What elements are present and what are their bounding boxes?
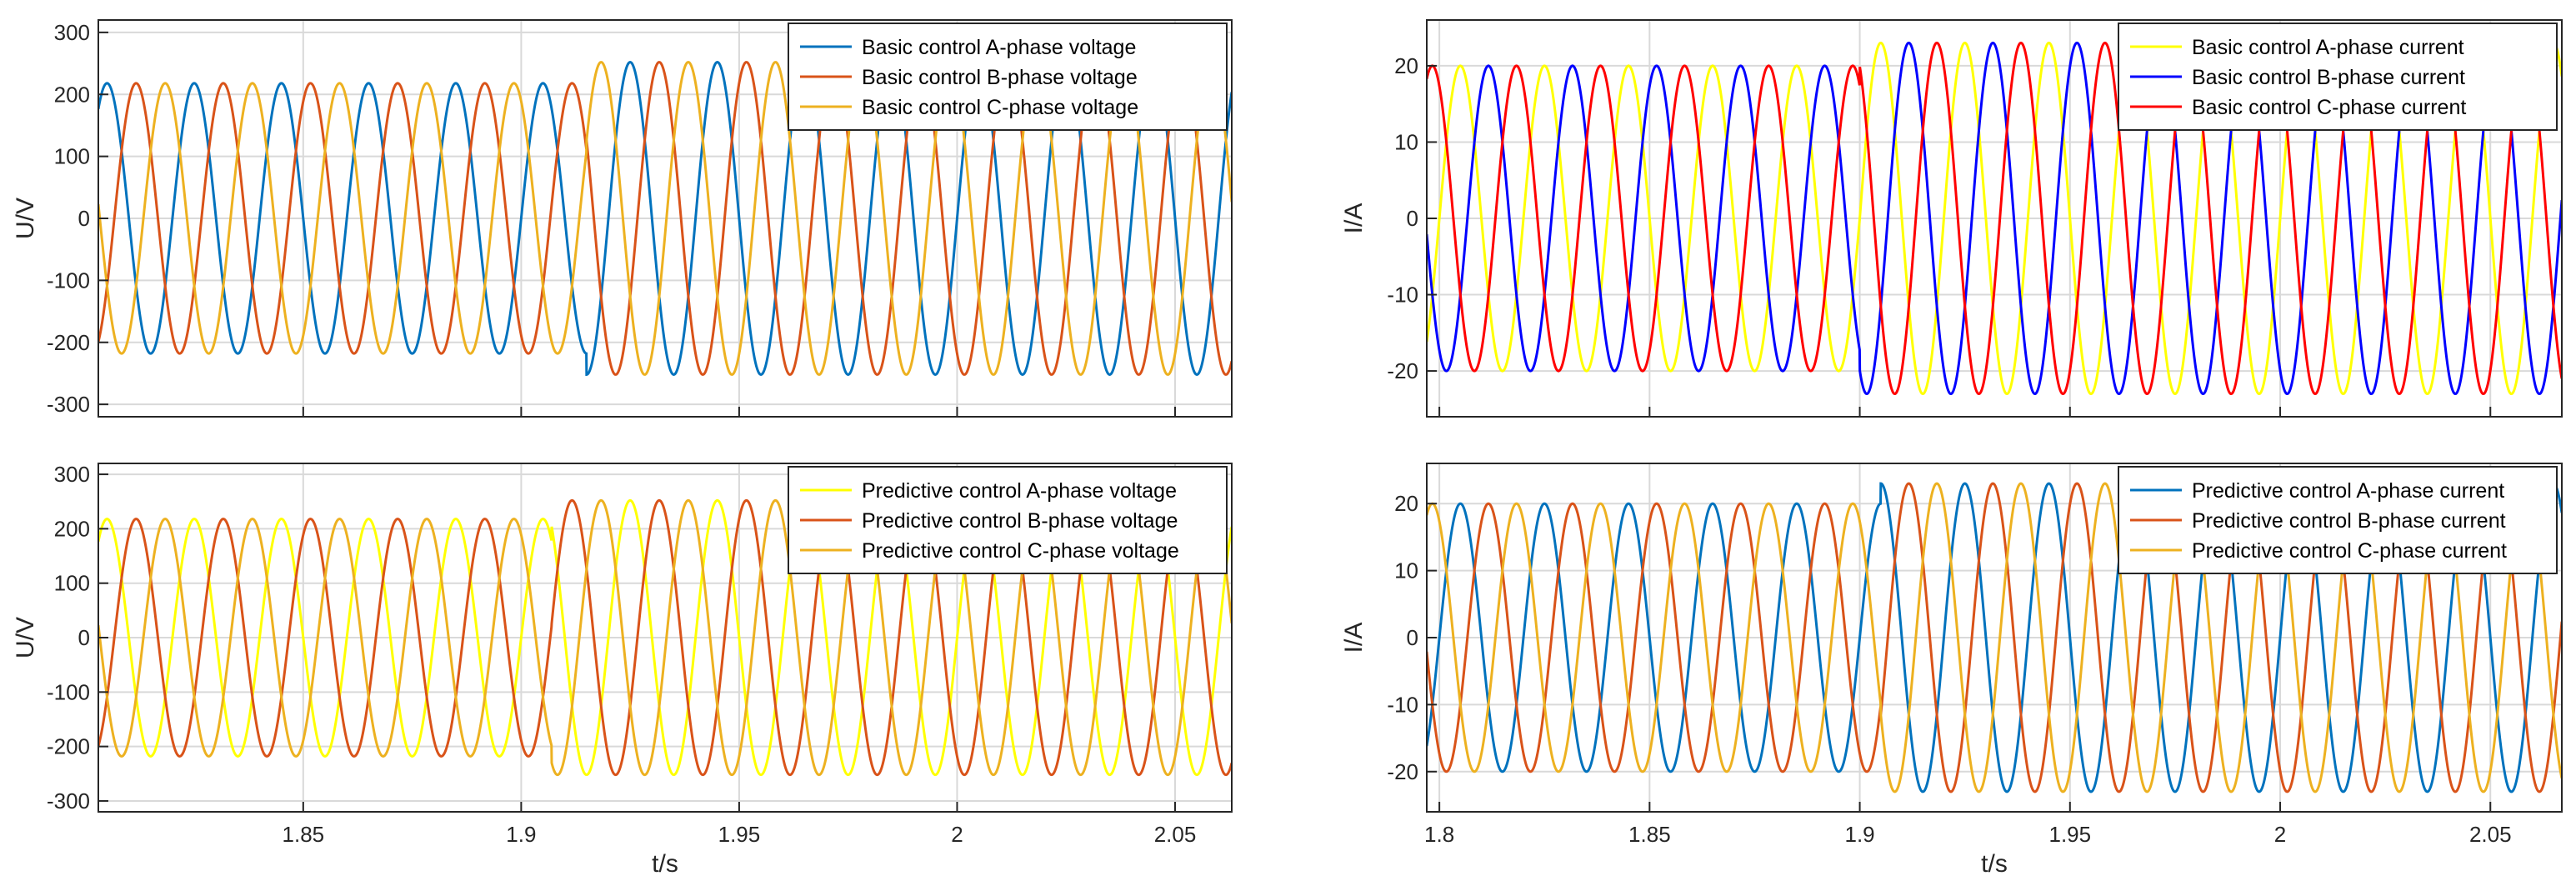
legend-entry-predictive-control-a-phase-voltage: Predictive control A-phase voltage bbox=[862, 479, 1177, 503]
y-tick-label: 10 bbox=[1394, 129, 1418, 154]
y-tick-label: 20 bbox=[1394, 491, 1418, 516]
legend: Predictive control A-phase current Predic… bbox=[2118, 466, 2558, 574]
legend-box bbox=[788, 23, 1228, 131]
y-tick-label: 300 bbox=[54, 20, 90, 45]
y-tick-label: -100 bbox=[47, 268, 90, 293]
y-tick-label: -100 bbox=[47, 679, 90, 704]
y-tick-label: 200 bbox=[54, 82, 90, 107]
series-line-basic-control-b-phase-voltage bbox=[98, 61, 1232, 376]
chart-2: -300 -200 -100 0 100 200 300 1.85 1.9 1.95 2 2.05 U/… bbox=[12, 462, 1233, 878]
legend-box bbox=[2118, 23, 2558, 131]
y-tick-label: -200 bbox=[47, 330, 90, 355]
y-tick-label: 300 bbox=[54, 462, 90, 487]
y-tick-label: -300 bbox=[47, 392, 90, 417]
chart-1: -300 -200 -100 0 100 200 300 U/V Basic control A… bbox=[12, 19, 1233, 418]
legend-entry-predictive-control-b-phase-voltage: Predictive control B-phase voltage bbox=[862, 509, 1178, 533]
y-tick-label: 20 bbox=[1394, 53, 1418, 78]
y-tick-label: 0 bbox=[78, 625, 90, 650]
ticks: -300 -200 -100 0 100 200 300 1.85 1.9 1.95 2 2.05 bbox=[47, 462, 1196, 847]
legend-entry-basic-control-c-phase-voltage: Basic control C-phase voltage bbox=[862, 96, 1138, 119]
legend-box bbox=[788, 466, 1228, 574]
series-line-predictive-control-b-phase-current bbox=[1427, 482, 2562, 793]
series-line-basic-control-c-phase-current bbox=[1427, 41, 2562, 396]
legend: Basic control A-phase voltage Basic contr… bbox=[788, 23, 1228, 131]
chart-4: -20 -10 0 10 20 1.8 1.85 1.9 1.95 2 2.05 I/A t/s Pred… bbox=[1340, 463, 2563, 878]
y-tick-label: 10 bbox=[1394, 558, 1418, 583]
y-tick-label: 0 bbox=[78, 206, 90, 231]
x-tick-label: 1.95 bbox=[2048, 822, 2091, 847]
legend: Basic control A-phase current Basic contr… bbox=[2118, 23, 2558, 131]
ticks: -20 -10 0 10 20 bbox=[1387, 53, 2492, 417]
y-axis-label: U/V bbox=[12, 198, 39, 239]
chart-3: -20 -10 0 10 20 I/A Basic control A-phase curr… bbox=[1340, 19, 2563, 418]
y-tick-label: -10 bbox=[1387, 283, 1418, 308]
y-tick-label: 200 bbox=[54, 516, 90, 541]
y-tick-label: -20 bbox=[1387, 358, 1418, 383]
legend: Predictive control A-phase voltage Predic… bbox=[788, 466, 1228, 574]
y-tick-label: 0 bbox=[1407, 625, 1418, 650]
legend-entry-basic-control-a-phase-voltage: Basic control A-phase voltage bbox=[862, 36, 1136, 59]
legend-entry-basic-control-b-phase-voltage: Basic control B-phase voltage bbox=[862, 66, 1138, 89]
series-line-basic-control-a-phase-voltage bbox=[98, 61, 1232, 377]
x-tick-label: 1.9 bbox=[506, 822, 536, 847]
series-line-predictive-control-c-phase-current bbox=[1427, 482, 2562, 793]
x-axis-label: t/s bbox=[652, 850, 678, 878]
legend-entry-basic-control-b-phase-current: Basic control B-phase current bbox=[2192, 66, 2465, 89]
x-tick-label: 1.85 bbox=[283, 822, 325, 847]
x-tick-label: 2 bbox=[951, 822, 963, 847]
legend-entry-predictive-control-b-phase-current: Predictive control B-phase current bbox=[2192, 509, 2506, 533]
y-tick-label: -300 bbox=[47, 788, 90, 813]
x-tick-label: 2 bbox=[2274, 822, 2286, 847]
series-line-basic-control-b-phase-current bbox=[1427, 41, 2562, 396]
y-tick-label: -20 bbox=[1387, 759, 1418, 784]
legend-entry-basic-control-c-phase-current: Basic control C-phase current bbox=[2192, 96, 2466, 119]
y-tick-label: -200 bbox=[47, 734, 90, 759]
x-tick-label: 2.05 bbox=[1154, 822, 1197, 847]
legend-entry-predictive-control-c-phase-current: Predictive control C-phase current bbox=[2192, 539, 2507, 563]
x-tick-label: 1.8 bbox=[1424, 822, 1454, 847]
x-tick-label: 1.85 bbox=[1628, 822, 1671, 847]
series-line-predictive-control-a-phase-voltage bbox=[98, 498, 1232, 777]
y-tick-label: 0 bbox=[1407, 206, 1418, 231]
y-tick-label: 100 bbox=[54, 571, 90, 596]
x-axis-label: t/s bbox=[1981, 850, 2008, 878]
legend-entry-basic-control-a-phase-current: Basic control A-phase current bbox=[2192, 36, 2464, 59]
ticks: -20 -10 0 10 20 1.8 1.85 1.9 1.95 2 2.05 bbox=[1387, 491, 2511, 847]
y-axis-label: I/A bbox=[1340, 203, 1368, 234]
y-axis-label: I/A bbox=[1340, 623, 1368, 653]
y-tick-label: -10 bbox=[1387, 692, 1418, 717]
legend-entry-predictive-control-c-phase-voltage: Predictive control C-phase voltage bbox=[862, 539, 1179, 563]
y-tick-label: 100 bbox=[54, 144, 90, 169]
x-tick-label: 1.95 bbox=[718, 822, 761, 847]
ticks: -300 -200 -100 0 100 200 300 bbox=[47, 20, 1176, 417]
legend-entry-predictive-control-a-phase-current: Predictive control A-phase current bbox=[2192, 479, 2504, 503]
legend-box bbox=[2118, 466, 2558, 574]
series-line-predictive-control-b-phase-voltage bbox=[98, 498, 1232, 777]
x-tick-label: 1.9 bbox=[1844, 822, 1874, 847]
x-tick-label: 2.05 bbox=[2469, 822, 2512, 847]
y-axis-label: U/V bbox=[12, 617, 39, 658]
